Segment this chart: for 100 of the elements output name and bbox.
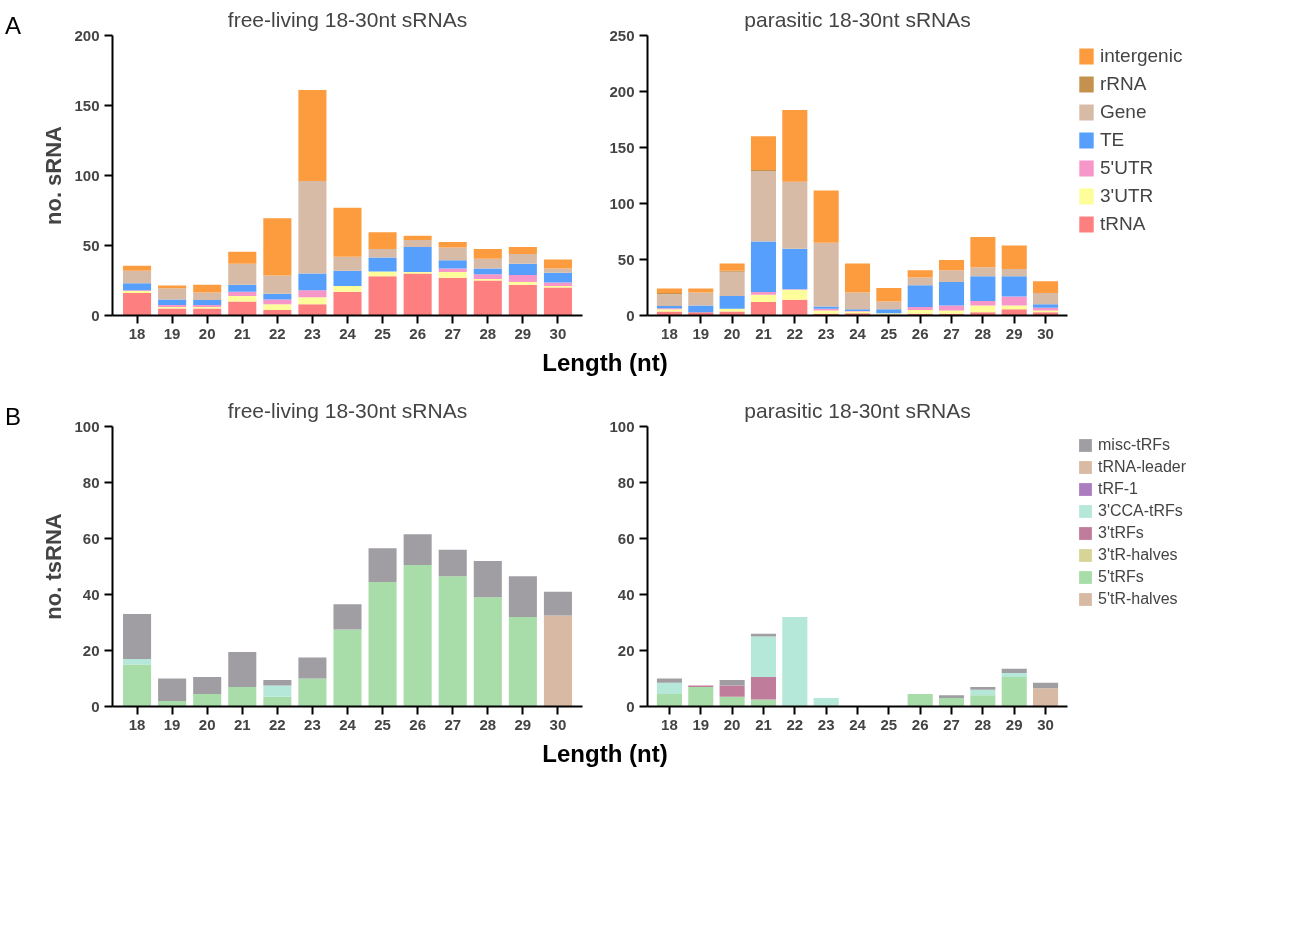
x-tick-label: 18 (128, 715, 146, 733)
y-tick-label: 200 (609, 82, 635, 100)
x-tick-label: 24 (849, 715, 867, 733)
x-tick-label: 29 (1005, 324, 1023, 342)
x-tick-label: 24 (849, 324, 867, 342)
legend-label: 3'tRFs (1098, 524, 1144, 542)
y-tick-label: 80 (617, 473, 635, 491)
y-tick-label: 100 (74, 166, 100, 184)
x-tick-label: 23 (304, 324, 321, 342)
legend-label: misc-tRFs (1098, 436, 1170, 454)
x-tick-label: 24 (339, 324, 357, 342)
x-tick-label: 20 (198, 324, 216, 342)
y-tick-label: 0 (91, 697, 100, 715)
x-tick-label: 26 (409, 715, 426, 733)
x-tick-label: 30 (549, 324, 567, 342)
y-tick-label: 0 (626, 306, 635, 324)
x-tick-label: 21 (233, 324, 251, 342)
y-axis-title: no. tsRNA (41, 513, 67, 620)
x-tick-label: 28 (479, 715, 497, 733)
y-tick-label: 150 (609, 138, 635, 156)
x-tick-label: 29 (1005, 715, 1023, 733)
y-tick-label: 100 (609, 194, 635, 212)
x-tick-label: 20 (723, 324, 741, 342)
x-tick-label: 22 (269, 324, 286, 342)
x-tick-label: 20 (723, 715, 741, 733)
y-tick-label: 100 (609, 417, 635, 435)
y-axis-title: no. sRNA (41, 125, 67, 225)
y-tick-label: 20 (82, 641, 100, 659)
y-tick-label: 60 (82, 529, 100, 547)
x-tick-label: 18 (661, 715, 678, 733)
x-tick-label: 22 (786, 324, 804, 342)
x-tick-label: 19 (163, 715, 181, 733)
x-tick-label: 27 (943, 324, 960, 342)
x-tick-label: 29 (514, 715, 532, 733)
y-tick-label: 100 (74, 417, 100, 435)
text: B (5, 402, 22, 432)
x-tick-label: 30 (549, 715, 567, 733)
x-tick-label: 28 (974, 715, 992, 733)
y-tick-label: 80 (82, 473, 100, 491)
x-tick-label: 27 (943, 715, 960, 733)
legend-label: 3'UTR (1100, 185, 1154, 207)
x-tick-label: 23 (304, 715, 321, 733)
legend-label: 3'tR-halves (1098, 546, 1178, 564)
x-tick-label: 30 (1037, 715, 1054, 733)
y-tick-label: 40 (82, 585, 100, 603)
x-tick-label: 25 (374, 715, 391, 733)
legend-label: Gene (1100, 101, 1147, 123)
x-tick-label: 29 (514, 324, 532, 342)
x-tick-label: 26 (911, 324, 929, 342)
x-tick-label: 19 (692, 715, 710, 733)
x-tick-label: 23 (817, 324, 835, 342)
x-tick-label: 26 (911, 715, 929, 733)
chart-title: free-living 18-30nt sRNAs (227, 398, 468, 422)
legend-label: intergenic (1100, 45, 1183, 67)
legend-label: 3'CCA-tRFs (1098, 502, 1183, 520)
x-tick-label: 30 (1037, 324, 1054, 342)
x-tick-label: 26 (409, 324, 426, 342)
legend-label: 5'UTR (1100, 157, 1154, 179)
x-tick-label: 27 (444, 324, 462, 342)
x-tick-label: 19 (692, 324, 710, 342)
x-axis-title: Length (nt) (542, 348, 668, 378)
y-tick-label: 60 (617, 529, 635, 547)
x-tick-label: 25 (880, 715, 898, 733)
y-tick-label: 200 (74, 26, 100, 44)
x-tick-label: 25 (880, 324, 898, 342)
y-tick-label: 250 (609, 26, 635, 44)
x-tick-label: 18 (661, 324, 678, 342)
x-tick-label: 21 (233, 715, 251, 733)
chart-title: parasitic 18-30nt sRNAs (744, 7, 971, 31)
legend-label: tRNA (1100, 213, 1146, 235)
legend-label: TE (1100, 129, 1125, 151)
x-tick-label: 28 (974, 324, 992, 342)
x-tick-label: 23 (817, 715, 835, 733)
x-tick-label: 21 (755, 715, 772, 733)
y-tick-label: 0 (91, 306, 100, 324)
y-tick-label: 0 (626, 697, 635, 715)
y-tick-label: 150 (74, 96, 100, 114)
legend-label: 5'tR-halves (1098, 590, 1178, 608)
x-tick-label: 21 (755, 324, 772, 342)
legend-label: 5'tRFs (1098, 568, 1144, 586)
x-axis-title: Length (nt) (542, 739, 668, 769)
chart-title: parasitic 18-30nt sRNAs (744, 398, 971, 422)
x-tick-label: 22 (269, 715, 286, 733)
x-tick-label: 19 (163, 324, 181, 342)
y-tick-label: 50 (82, 236, 100, 254)
x-tick-label: 20 (198, 715, 216, 733)
x-tick-label: 24 (339, 715, 357, 733)
x-tick-label: 25 (374, 324, 391, 342)
legend-label: tRNA-leader (1098, 458, 1187, 476)
legend-label: tRF-1 (1098, 480, 1138, 498)
x-tick-label: 18 (128, 324, 146, 342)
chart-title: free-living 18-30nt sRNAs (227, 7, 468, 31)
y-tick-label: 40 (617, 585, 635, 603)
x-tick-label: 22 (786, 715, 804, 733)
legend-label: rRNA (1100, 73, 1147, 95)
x-tick-label: 27 (444, 715, 462, 733)
x-tick-label: 28 (479, 324, 497, 342)
y-tick-label: 20 (617, 641, 635, 659)
text: A (5, 11, 22, 41)
y-tick-label: 50 (617, 250, 635, 268)
